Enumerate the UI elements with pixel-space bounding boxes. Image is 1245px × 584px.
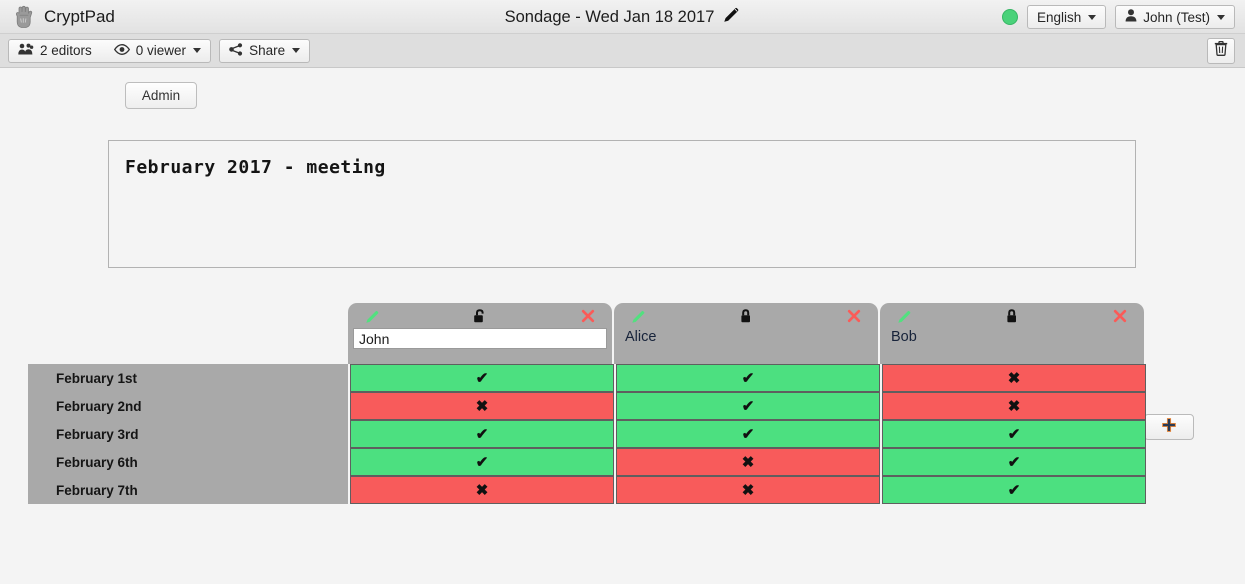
share-label: Share bbox=[249, 43, 286, 58]
column-name-label-bob: Bob bbox=[891, 329, 917, 345]
poll-row-label: February 7th bbox=[28, 476, 348, 504]
column-header-icons bbox=[880, 307, 1144, 325]
language-label: English bbox=[1036, 9, 1082, 25]
poll-cell-bob-4[interactable]: ✔ bbox=[882, 448, 1146, 476]
poll-cell-bob-1[interactable]: ✖ bbox=[882, 364, 1146, 392]
chevron-down-icon bbox=[193, 48, 202, 53]
pencil-icon[interactable] bbox=[723, 6, 740, 28]
poll-cell-alice-4[interactable]: ✖ bbox=[616, 448, 880, 476]
close-x-icon[interactable] bbox=[844, 307, 864, 325]
poll-cell-alice-3[interactable]: ✔ bbox=[616, 420, 880, 448]
lock-icon[interactable] bbox=[736, 307, 756, 325]
green-status-dot-icon bbox=[1001, 9, 1018, 25]
poll-cell-alice-5[interactable]: ✖ bbox=[616, 476, 880, 504]
table-row: February 6th ✔ ✖ ✔ bbox=[28, 448, 1146, 476]
poll-row-label: February 1st bbox=[28, 364, 348, 392]
brand: CryptPad bbox=[0, 4, 115, 30]
plus-icon bbox=[1161, 417, 1177, 438]
users-icon bbox=[18, 43, 34, 58]
poll-cell-john-3[interactable]: ✔ bbox=[350, 420, 614, 448]
table-row: February 7th ✖ ✖ ✔ bbox=[28, 476, 1146, 504]
eye-icon bbox=[113, 43, 130, 58]
editors-count-label: 2 editors bbox=[40, 43, 92, 58]
add-column-button[interactable] bbox=[1144, 414, 1194, 440]
column-header-icons bbox=[348, 307, 612, 325]
user-icon bbox=[1125, 9, 1137, 25]
user-menu-button[interactable]: John (Test) bbox=[1115, 5, 1235, 29]
table-row: February 2nd ✖ ✔ ✖ bbox=[28, 392, 1146, 420]
poll-row-label: February 6th bbox=[28, 448, 348, 476]
share-nodes-icon bbox=[229, 42, 243, 59]
brand-name: CryptPad bbox=[44, 6, 115, 26]
trash-icon bbox=[1214, 40, 1228, 61]
poll-column-header-bob: Bob bbox=[880, 303, 1144, 364]
chevron-down-icon bbox=[1217, 14, 1225, 20]
user-label: John (Test) bbox=[1143, 9, 1210, 25]
poll-column-header-alice: Alice bbox=[614, 303, 878, 364]
share-button[interactable]: Share bbox=[219, 38, 311, 63]
chevron-down-icon bbox=[292, 48, 301, 53]
column-header-icons bbox=[614, 307, 878, 325]
poll-column-headers: Alice bbox=[348, 303, 1144, 364]
page-title: Sondage - Wed Jan 18 2017 bbox=[504, 7, 715, 26]
poll-cell-john-2[interactable]: ✖ bbox=[350, 392, 614, 420]
table-row: February 1st ✔ ✔ ✖ bbox=[28, 364, 1146, 392]
poll-cell-bob-2[interactable]: ✖ bbox=[882, 392, 1146, 420]
poll-row-label: February 2nd bbox=[28, 392, 348, 420]
poll-cell-john-4[interactable]: ✔ bbox=[350, 448, 614, 476]
admin-button[interactable]: Admin bbox=[125, 82, 197, 109]
raised-fist-logo-icon bbox=[12, 4, 36, 30]
chevron-down-icon bbox=[1088, 14, 1097, 20]
unlock-icon[interactable] bbox=[470, 307, 490, 325]
poll-cell-alice-2[interactable]: ✔ bbox=[616, 392, 880, 420]
delete-pad-button[interactable] bbox=[1207, 38, 1235, 64]
language-selector[interactable]: English bbox=[1026, 5, 1107, 29]
pencil-icon[interactable] bbox=[628, 307, 648, 325]
poll-rows: February 1st ✔ ✔ ✖ February 2nd ✖ ✔ ✖ February 3… bbox=[28, 364, 1146, 504]
top-toolbar: CryptPad Sondage - Wed Jan 18 2017 Engli… bbox=[0, 0, 1245, 34]
poll-cell-john-1[interactable]: ✔ bbox=[350, 364, 614, 392]
poll-description-textarea[interactable] bbox=[108, 140, 1136, 268]
poll-cell-john-5[interactable]: ✖ bbox=[350, 476, 614, 504]
table-row: February 3rd ✔ ✔ ✔ bbox=[28, 420, 1146, 448]
pencil-icon[interactable] bbox=[894, 307, 914, 325]
column-name-input-john[interactable] bbox=[353, 328, 607, 349]
close-x-icon[interactable] bbox=[578, 307, 598, 325]
pencil-icon[interactable] bbox=[362, 307, 382, 325]
poll-cell-alice-1[interactable]: ✔ bbox=[616, 364, 880, 392]
second-toolbar: 2 editors 0 viewer Share bbox=[0, 34, 1245, 68]
poll-cell-bob-5[interactable]: ✔ bbox=[882, 476, 1146, 504]
poll-column-header-john bbox=[348, 303, 612, 364]
userlist-button[interactable]: 2 editors 0 viewer bbox=[8, 38, 212, 63]
poll-row-label: February 3rd bbox=[28, 420, 348, 448]
close-x-icon[interactable] bbox=[1110, 307, 1130, 325]
viewers-count-label: 0 viewer bbox=[135, 43, 187, 58]
poll-cell-bob-3[interactable]: ✔ bbox=[882, 420, 1146, 448]
column-name-label-alice: Alice bbox=[625, 329, 657, 345]
top-right-controls: English John (Test) bbox=[1001, 0, 1235, 34]
lock-icon[interactable] bbox=[1002, 307, 1022, 325]
